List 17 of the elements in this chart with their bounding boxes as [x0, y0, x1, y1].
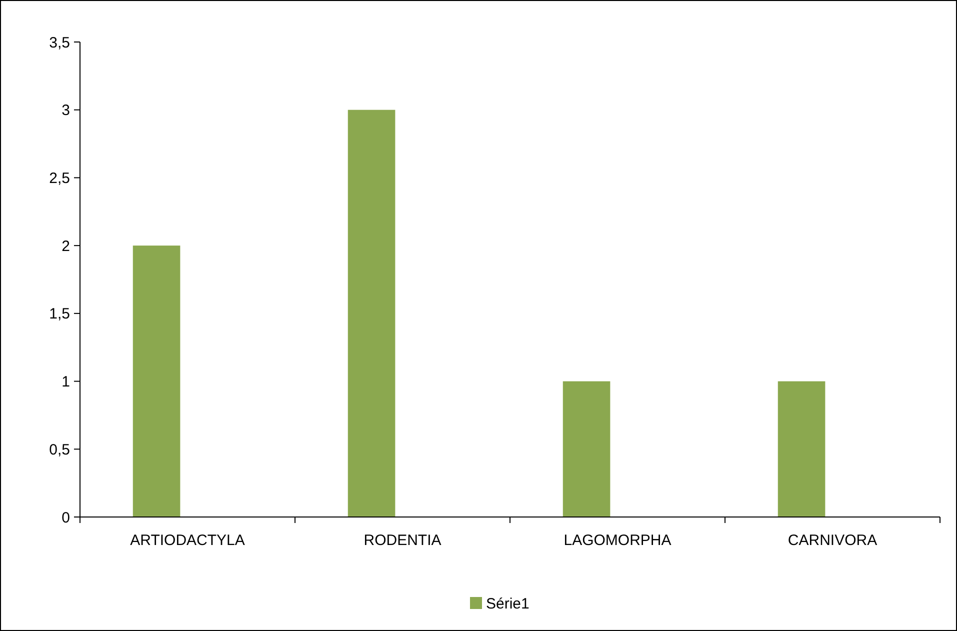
bar	[778, 381, 826, 517]
x-tick-label: ARTIODACTYLA	[130, 532, 245, 549]
bar	[562, 381, 610, 517]
bar	[348, 110, 396, 517]
y-tick-label: 3,5	[49, 34, 70, 52]
y-tick-label: 2	[62, 238, 70, 255]
x-tick-label: RODENTIA	[364, 532, 442, 549]
y-tick-label: 2,5	[49, 170, 70, 187]
legend-label: Série1	[486, 595, 530, 612]
bar	[132, 246, 180, 517]
x-tick-label: CARNIVORA	[788, 532, 878, 549]
y-tick-label: 0	[62, 509, 70, 526]
x-tick-label: LAGOMORPHA	[564, 532, 672, 549]
y-tick-label: 1	[62, 374, 70, 391]
y-tick-label: 0,5	[49, 441, 70, 458]
y-tick-label: 3	[62, 102, 70, 120]
y-tick-label: 1,5	[49, 306, 70, 323]
